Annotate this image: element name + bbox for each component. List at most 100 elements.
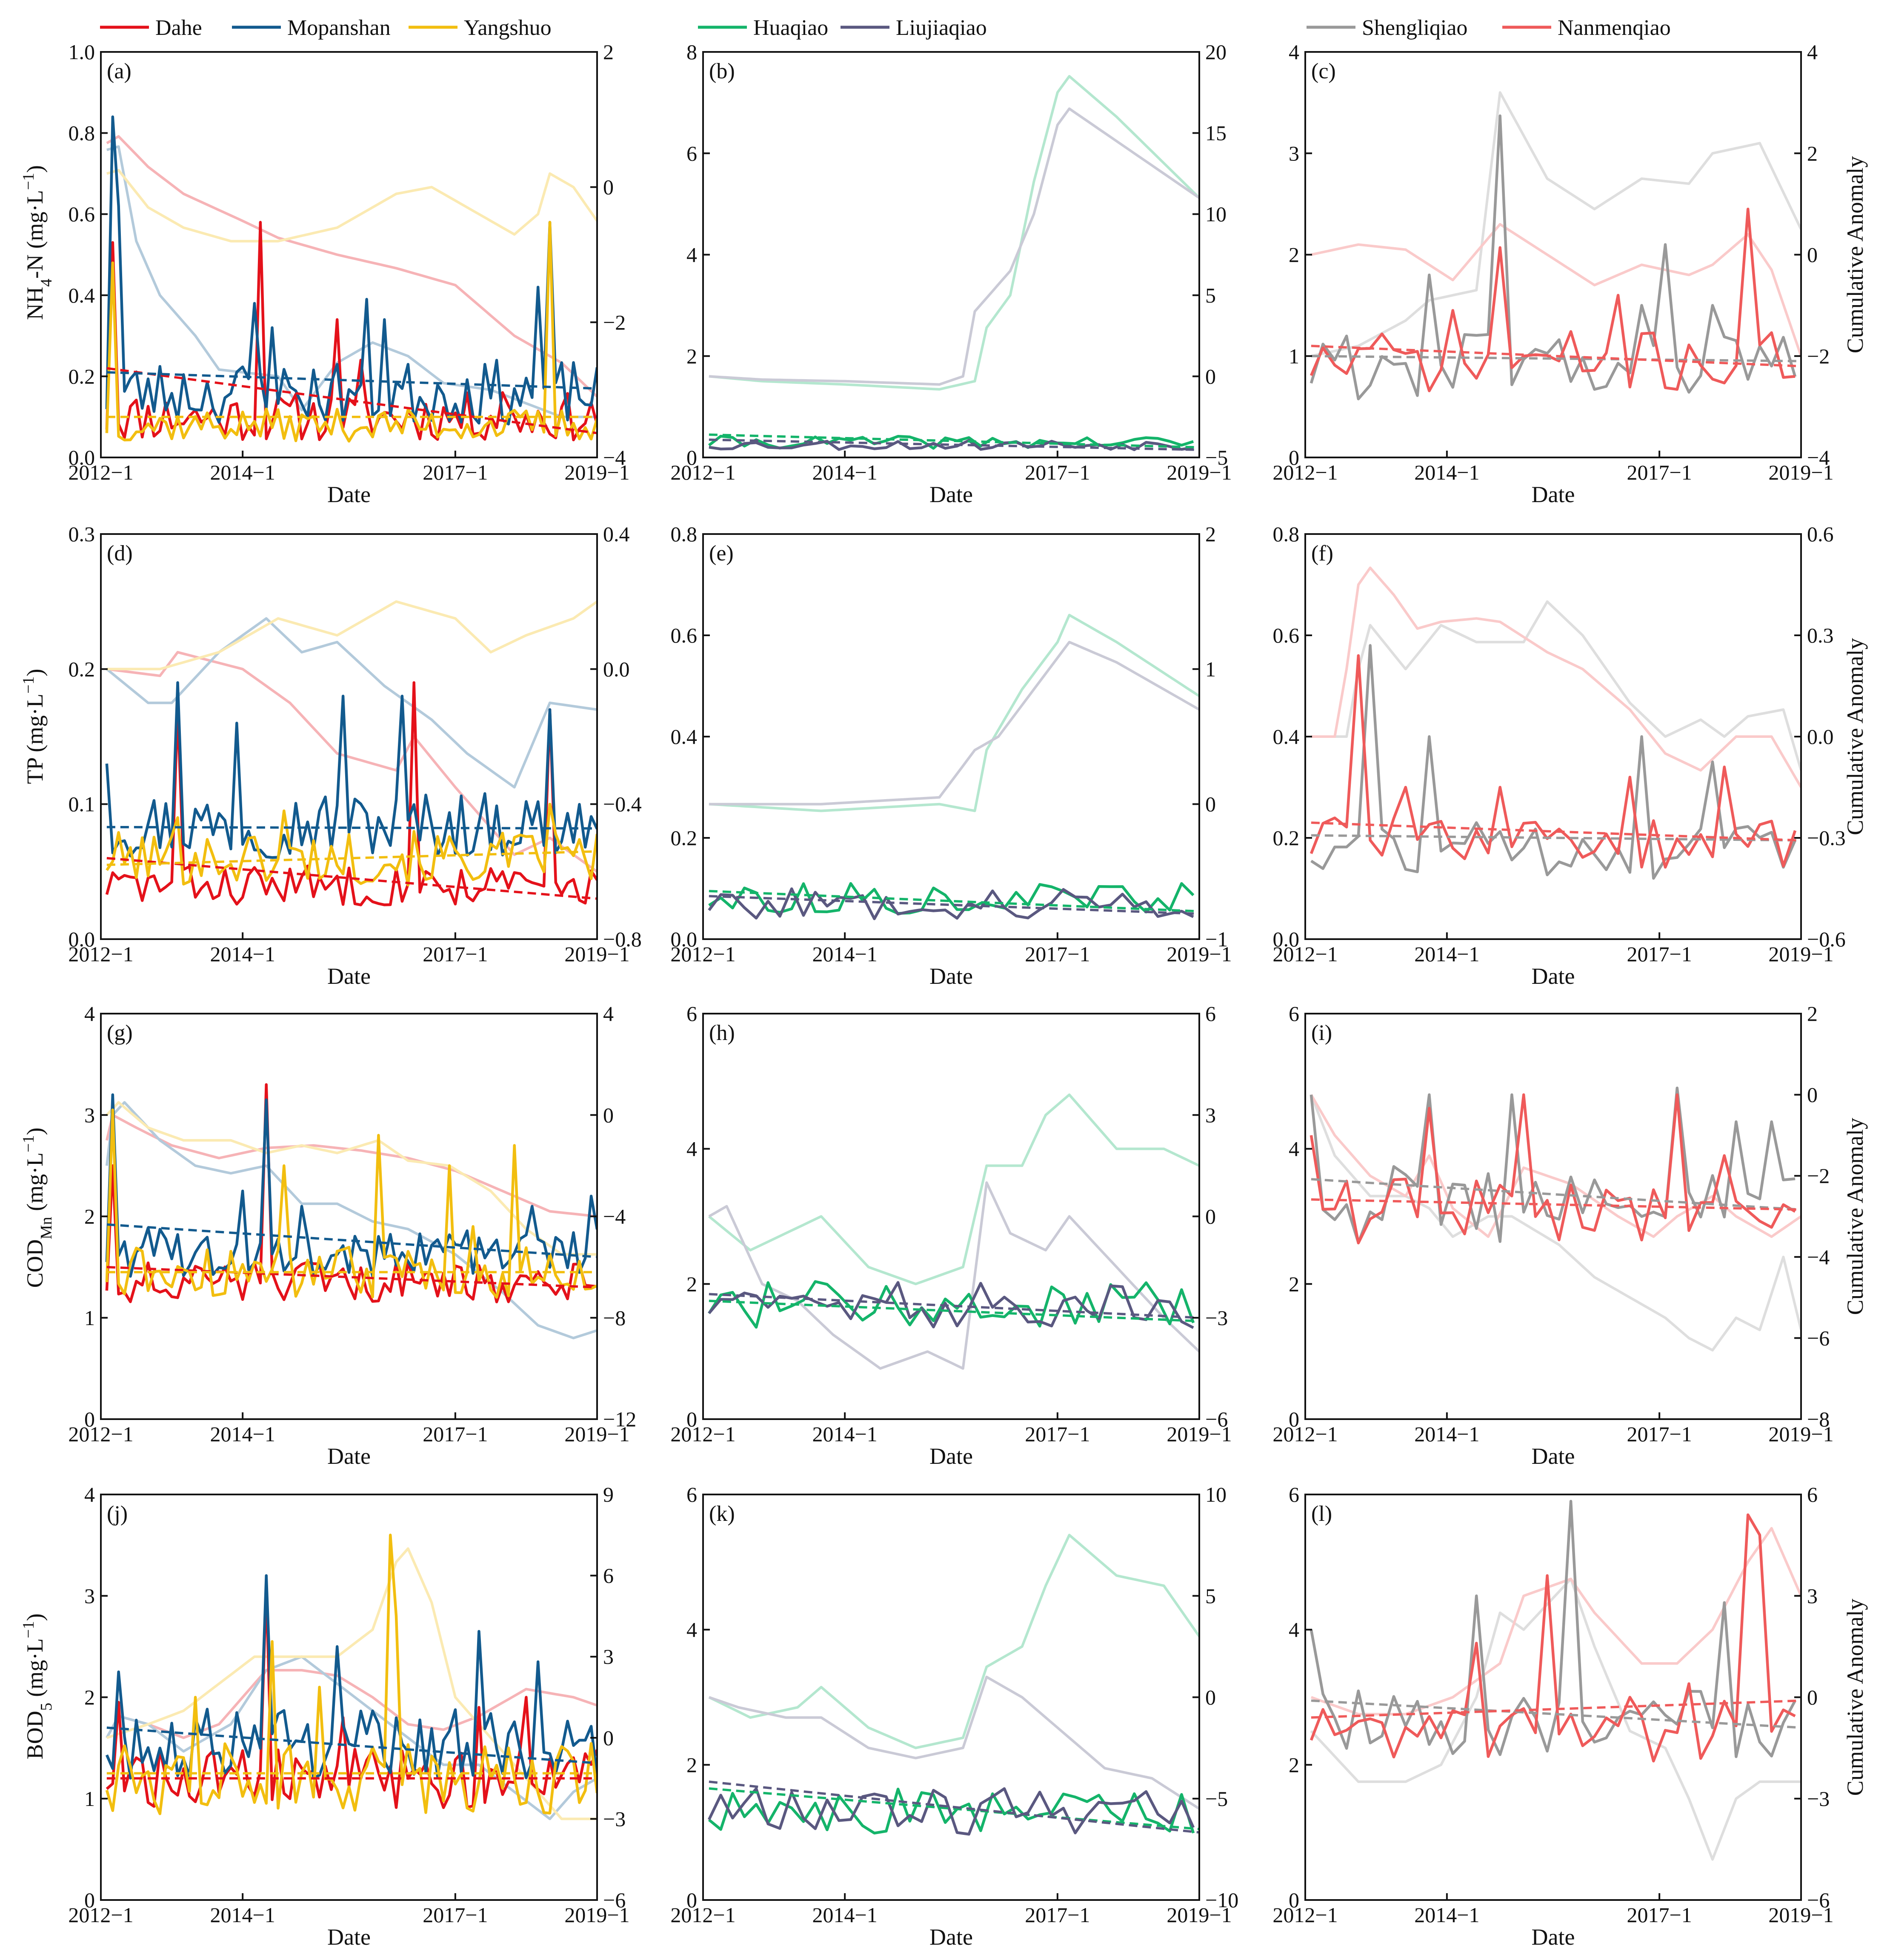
ytick-label-b-0: 0 bbox=[686, 446, 697, 469]
xtick-label-e-1: 2014−1 bbox=[812, 942, 878, 966]
ytick-label-f-0: 0.0 bbox=[1273, 927, 1300, 951]
xtick-label-g-2: 2017−1 bbox=[423, 1422, 488, 1446]
panel-label-i: (i) bbox=[1311, 1021, 1332, 1045]
series-line-h-1 bbox=[708, 1281, 1194, 1329]
ytick-label-k-0: 0 bbox=[686, 1888, 697, 1912]
series-trend-b-0 bbox=[709, 433, 1199, 449]
xlabel-k: Date bbox=[929, 1924, 973, 1950]
series-cumulative-k-1 bbox=[708, 1675, 1199, 1810]
ytick-label-a-4: 0.8 bbox=[69, 121, 95, 145]
xtick-label-l-1: 2014−1 bbox=[1414, 1903, 1479, 1927]
series-line-b-1 bbox=[709, 439, 1194, 451]
xtick-label-j-3: 2019−1 bbox=[564, 1903, 629, 1927]
ytick-label-j-2: 2 bbox=[84, 1686, 95, 1709]
ylabel-cod-main: COD bbox=[22, 1239, 48, 1288]
ylabel-tp-sup: −1 bbox=[20, 677, 37, 694]
series-cumulative-l-0 bbox=[1310, 1577, 1801, 1861]
ytick-label-i-0: 0 bbox=[1289, 1407, 1299, 1431]
ylabel-cod-sup: −1 bbox=[20, 1135, 37, 1152]
ytick-label-i-2: 4 bbox=[1289, 1137, 1299, 1161]
ytick-label-h-3: 6 bbox=[686, 1002, 697, 1026]
panel-j: 0 1 2 3 4 −6 −3 0 3 6 9 2012−1 2014−1 2017−1 2019−1 Dat… bbox=[68, 1483, 629, 1950]
ytick-label-c-4: 4 bbox=[1289, 40, 1299, 64]
ytick-label-c-1: 1 bbox=[1289, 344, 1299, 368]
ytick-label-e-2: 0.4 bbox=[671, 725, 698, 749]
y2tick-label-h-1: −3 bbox=[1205, 1306, 1228, 1330]
y2tick-label-h-4: 6 bbox=[1205, 1002, 1216, 1026]
xtick-label-l-3: 2019−1 bbox=[1768, 1903, 1833, 1927]
y2tick-label-f-4: 0.6 bbox=[1807, 522, 1834, 546]
panel-g: 0 1 2 3 4 −12 −8 −4 0 4 2012−1 2014−1 2017−1 2019−1 Da… bbox=[68, 1002, 636, 1469]
plot-area-c bbox=[1310, 91, 1801, 400]
ylabel-cod: CODMn (mg·L−1) bbox=[20, 1128, 55, 1288]
series-trend-h-0 bbox=[709, 1300, 1199, 1323]
ylabel-cod-sub: Mn bbox=[37, 1217, 55, 1240]
xtick-label-k-0: 2012−1 bbox=[670, 1903, 735, 1927]
y2tick-label-d-1: −0.4 bbox=[603, 792, 642, 816]
ytick-label-l-2: 4 bbox=[1289, 1618, 1299, 1642]
ytick-label-d-2: 0.2 bbox=[69, 657, 95, 681]
ytick-label-c-3: 3 bbox=[1289, 141, 1299, 165]
series-trend-g-0 bbox=[106, 1266, 597, 1289]
legend-label-dahe: Dahe bbox=[155, 16, 202, 40]
series-trend-h-1 bbox=[709, 1293, 1199, 1319]
ytick-label-b-3: 6 bbox=[686, 141, 697, 165]
panel-label-c: (c) bbox=[1311, 59, 1336, 83]
ylabel-tp-main: TP (mg·L bbox=[22, 694, 48, 784]
xtick-label-a-2: 2017−1 bbox=[423, 460, 488, 484]
y2tick-label-j-2: 0 bbox=[603, 1726, 614, 1750]
ytick-label-h-0: 0 bbox=[686, 1407, 697, 1431]
y2tick-label-l-4: 6 bbox=[1807, 1483, 1818, 1506]
ylabel-nh4n: NH4-N (mg·L−1) bbox=[20, 165, 55, 320]
series-cumulative-b-0 bbox=[709, 75, 1199, 391]
series-trend-j-1 bbox=[106, 1726, 597, 1765]
ytick-label-f-3: 0.6 bbox=[1273, 623, 1300, 647]
series-cumulative-j-2 bbox=[106, 1547, 597, 1820]
series-cumulative-e-0 bbox=[709, 614, 1199, 812]
panel-c: 0 1 2 3 4 −4 −2 0 2 4 2012−1 2014−1 2017−1 2019−1 Date… bbox=[1272, 40, 1868, 507]
y2tick-label-e-2: 1 bbox=[1205, 657, 1216, 681]
ylabel-nh4n-sup: −1 bbox=[20, 173, 37, 190]
panel-label-k: (k) bbox=[709, 1502, 735, 1526]
xlabel-d: Date bbox=[327, 963, 371, 989]
series-trend-e-1 bbox=[709, 895, 1199, 915]
panel-frame-f bbox=[1304, 533, 1802, 940]
ytick-label-f-4: 0.8 bbox=[1273, 522, 1300, 546]
y2tick-label-i-1: −6 bbox=[1807, 1326, 1830, 1350]
xtick-label-e-2: 2017−1 bbox=[1025, 942, 1090, 966]
xtick-label-g-1: 2014−1 bbox=[210, 1422, 275, 1446]
y2tick-label-f-2: 0.0 bbox=[1807, 725, 1834, 749]
y2tick-label-k-2: 0 bbox=[1205, 1686, 1216, 1709]
series-line-g-1 bbox=[105, 1093, 597, 1278]
y2tick-label-g-1: −8 bbox=[603, 1306, 626, 1330]
ylabel-bod-main: BOD bbox=[22, 1711, 48, 1759]
plot-area-k bbox=[707, 1534, 1199, 1836]
panel-frame-b bbox=[702, 51, 1200, 458]
ytick-label-a-2: 0.4 bbox=[69, 283, 95, 307]
panel-h: 0 2 4 6 −6 −3 0 3 6 2012−1 2014−1 2017−1 2019−1 Date (… bbox=[670, 1002, 1232, 1469]
y2tick-label-j-1: −3 bbox=[603, 1807, 626, 1831]
y2tick-label-l-3: 3 bbox=[1807, 1584, 1818, 1608]
ytick-label-g-1: 1 bbox=[84, 1306, 95, 1330]
panel-e: 0.0 0.2 0.4 0.6 0.8 −1 0 1 2 2012−1 2014−1 2017−1 20… bbox=[670, 522, 1232, 989]
series-trend-d-0 bbox=[106, 857, 597, 900]
ylabel-cod-end: ) bbox=[22, 1128, 48, 1135]
xtick-label-a-3: 2019−1 bbox=[564, 460, 629, 484]
series-cumulative-i-0 bbox=[1310, 1094, 1801, 1351]
y2tick-label-j-5: 9 bbox=[603, 1483, 614, 1506]
right-label-l: Cumulative Anomaly bbox=[1842, 1599, 1868, 1796]
xtick-label-k-1: 2014−1 bbox=[812, 1903, 878, 1927]
xlabel-h: Date bbox=[929, 1443, 973, 1469]
y2tick-label-d-0: −0.8 bbox=[603, 927, 642, 951]
y2tick-label-b-0: −5 bbox=[1205, 446, 1228, 469]
y2tick-label-a-3: 2 bbox=[603, 40, 614, 64]
xtick-label-c-1: 2014−1 bbox=[1414, 460, 1479, 484]
ytick-label-j-3: 3 bbox=[84, 1584, 95, 1608]
series-cumulative-f-0 bbox=[1311, 600, 1801, 771]
plot-area-a bbox=[105, 115, 597, 443]
series-line-i-1 bbox=[1310, 1093, 1796, 1245]
series-cumulative-a-1 bbox=[106, 145, 597, 418]
ytick-label-e-0: 0.0 bbox=[671, 927, 698, 951]
panel-frame-l bbox=[1304, 1494, 1802, 1901]
y2tick-label-f-1: −0.3 bbox=[1807, 826, 1846, 850]
